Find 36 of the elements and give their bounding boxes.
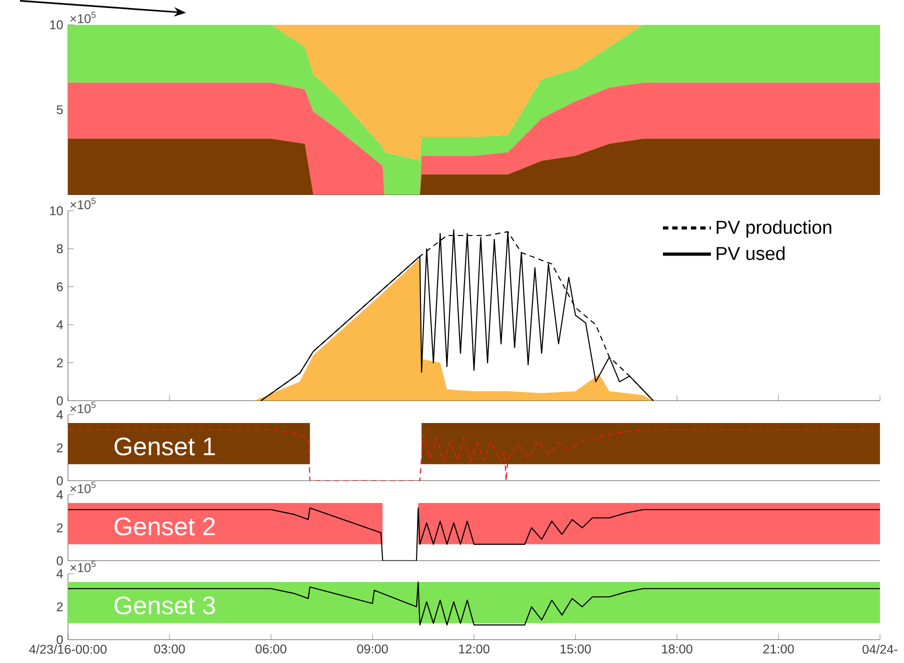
y-tick-label: 4	[56, 410, 63, 420]
x-tick-label: 09:00	[357, 644, 388, 654]
annotation: Genset 1	[114, 438, 215, 456]
y-tick-label: 0	[56, 635, 63, 644]
y-tick-label: 2	[56, 443, 63, 452]
legend-label: PV production	[716, 220, 832, 238]
text: ×10$^{5}$	[70, 560, 96, 572]
text: ×10$^{5}$	[70, 198, 96, 210]
x-tick-label: 21:00	[763, 644, 794, 654]
legend-label: PV used	[716, 246, 785, 260]
y-tick-label: 10	[50, 20, 63, 30]
y-tick-label: 0	[56, 556, 63, 566]
x-tick-label: 4/23/16-00:00	[29, 644, 107, 654]
annotation: Genset 2	[114, 518, 215, 536]
annotation: Genset 3	[114, 596, 215, 615]
x-tick-label: 12:00	[459, 644, 490, 654]
y-tick-label: 2	[56, 602, 63, 612]
y-tick-label: 2	[56, 358, 63, 368]
text: ×10$^{5}$	[70, 402, 96, 414]
y-tick-label: 6	[56, 282, 63, 292]
y-tick-label: 2	[56, 523, 63, 532]
x-tick-label: 18:00	[662, 644, 692, 654]
x-tick-label: 03:00	[154, 644, 185, 654]
y-tick-label: 4	[56, 570, 63, 578]
text: ×10$^{5}$	[70, 482, 96, 494]
x-tick-label: 06:00	[256, 644, 286, 654]
y-tick-label: 0	[56, 396, 63, 406]
y-tick-label: 4	[56, 490, 63, 500]
y-tick-label: 10	[50, 206, 63, 216]
x-tick-label: 15:00	[560, 644, 591, 654]
y-tick-label: 0	[56, 476, 63, 486]
x-tick-label: 04/24-	[862, 644, 898, 654]
y-tick-label: 4	[56, 320, 63, 330]
text: ×10$^{5}$	[70, 12, 96, 24]
y-tick-label: 5	[56, 105, 63, 114]
y-tick-label: 8	[56, 244, 63, 254]
